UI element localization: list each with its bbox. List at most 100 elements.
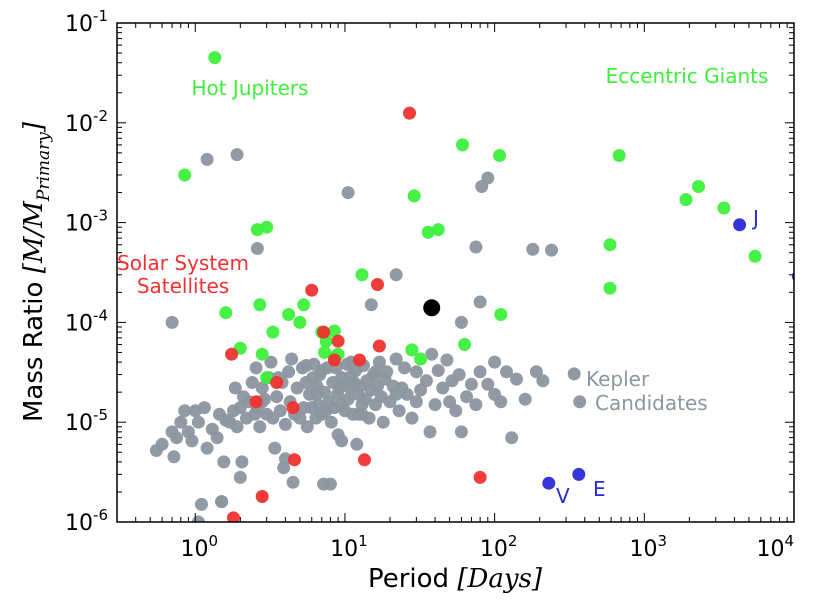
point-exoplanets <box>493 149 507 162</box>
point-kepler <box>249 361 263 375</box>
point-satellites <box>358 453 371 467</box>
y-tick-label: 10-2 <box>65 107 108 137</box>
y-tick-label: 10-6 <box>65 506 108 536</box>
point-kepler <box>469 240 483 254</box>
x-axis-label: Period [Days] <box>368 564 543 594</box>
x-tick-label: 101 <box>330 532 368 562</box>
series-kepler <box>149 148 587 522</box>
point-kepler <box>217 455 231 469</box>
annotation-eccentric-giants: Eccentric Giants <box>606 64 769 88</box>
point-exoplanets <box>458 338 472 351</box>
point-kepler <box>253 420 267 434</box>
point-kepler <box>233 470 247 484</box>
x-tick-label: 104 <box>756 532 794 562</box>
point-exoplanets <box>414 352 428 366</box>
point-exoplanets <box>266 325 280 339</box>
point-kepler <box>500 365 513 379</box>
annotation-jupiter: J <box>751 206 759 230</box>
point-kepler <box>464 377 478 391</box>
point-kepler <box>282 365 296 379</box>
point-kepler <box>230 420 244 434</box>
point-exoplanets <box>318 345 331 359</box>
point-kepler <box>197 401 211 415</box>
point-kepler <box>195 497 208 511</box>
x-tick-label: 102 <box>480 532 518 562</box>
point-kepler <box>286 475 300 489</box>
point-kepler <box>315 364 329 377</box>
point-satellites <box>473 470 487 484</box>
point-exoplanets <box>178 168 192 182</box>
point-kepler <box>536 374 550 388</box>
point-kepler <box>389 268 403 282</box>
y-tick-label: 10-3 <box>65 207 108 237</box>
point-kepler <box>440 353 454 367</box>
point-kepler <box>210 431 224 445</box>
point-kepler <box>191 415 205 429</box>
point-kepler <box>436 381 450 395</box>
point-exoplanets <box>405 343 419 357</box>
point-exoplanets <box>421 225 435 239</box>
point-kepler <box>155 437 169 451</box>
point-satellites <box>305 283 319 297</box>
series-highlight <box>423 299 441 317</box>
point-exoplanets <box>603 238 617 252</box>
point-kepler <box>293 411 307 425</box>
point-kepler <box>510 372 523 386</box>
point-kepler <box>268 441 282 455</box>
point-exoplanets <box>679 193 693 207</box>
y-axis-label: Mass Ratio [M/MPrimary] <box>19 121 54 422</box>
point-kepler <box>285 352 299 366</box>
point-kepler <box>526 242 540 256</box>
point-kepler <box>380 365 394 379</box>
point-kepler <box>300 420 314 434</box>
point-kepler <box>273 404 287 418</box>
point-satellites <box>353 353 366 367</box>
point-kepler <box>425 347 439 361</box>
point-solar-planets <box>572 467 586 481</box>
point-kepler <box>481 377 495 391</box>
point-kepler <box>423 425 437 439</box>
annotation-venus: V <box>556 484 570 508</box>
point-satellites <box>403 106 416 120</box>
point-kepler <box>278 417 292 431</box>
point-kepler <box>350 437 364 451</box>
point-kepler <box>409 395 423 409</box>
point-satellites <box>331 334 345 348</box>
point-kepler <box>264 355 278 369</box>
point-kepler <box>358 392 372 406</box>
point-kepler <box>573 395 587 409</box>
point-kepler <box>389 387 403 401</box>
point-kepler <box>245 376 259 389</box>
point-satellites <box>372 339 386 353</box>
point-exoplanets <box>407 189 421 203</box>
point-satellites <box>371 278 384 291</box>
point-exoplanets <box>748 249 762 263</box>
point-exoplanets <box>297 298 311 312</box>
point-kepler <box>398 361 411 375</box>
point-kepler <box>369 365 382 379</box>
point-kepler <box>228 381 242 395</box>
point-satellites <box>227 511 240 522</box>
point-kepler <box>409 365 423 379</box>
point-kepler <box>431 364 445 377</box>
annotation-kepler-1: Kepler <box>586 367 650 391</box>
point-kepler <box>494 395 508 409</box>
point-kepler <box>215 495 229 509</box>
point-exoplanets <box>255 347 269 361</box>
point-kepler <box>545 243 558 257</box>
point-kepler <box>454 425 468 439</box>
y-tick-label: 10-4 <box>65 306 108 336</box>
point-kepler <box>518 392 532 406</box>
annotation-earth: E <box>593 477 606 501</box>
x-tick-label: 100 <box>180 532 218 562</box>
point-solar-planets <box>542 476 556 490</box>
point-exoplanets <box>260 220 274 234</box>
point-kepler <box>392 404 406 418</box>
point-kepler <box>505 431 519 445</box>
point-kepler <box>341 186 355 200</box>
point-exoplanets <box>282 308 296 321</box>
annotation-solar-satellites-1: Solar System <box>117 251 249 275</box>
point-kepler <box>449 404 463 418</box>
point-kepler <box>428 398 442 412</box>
